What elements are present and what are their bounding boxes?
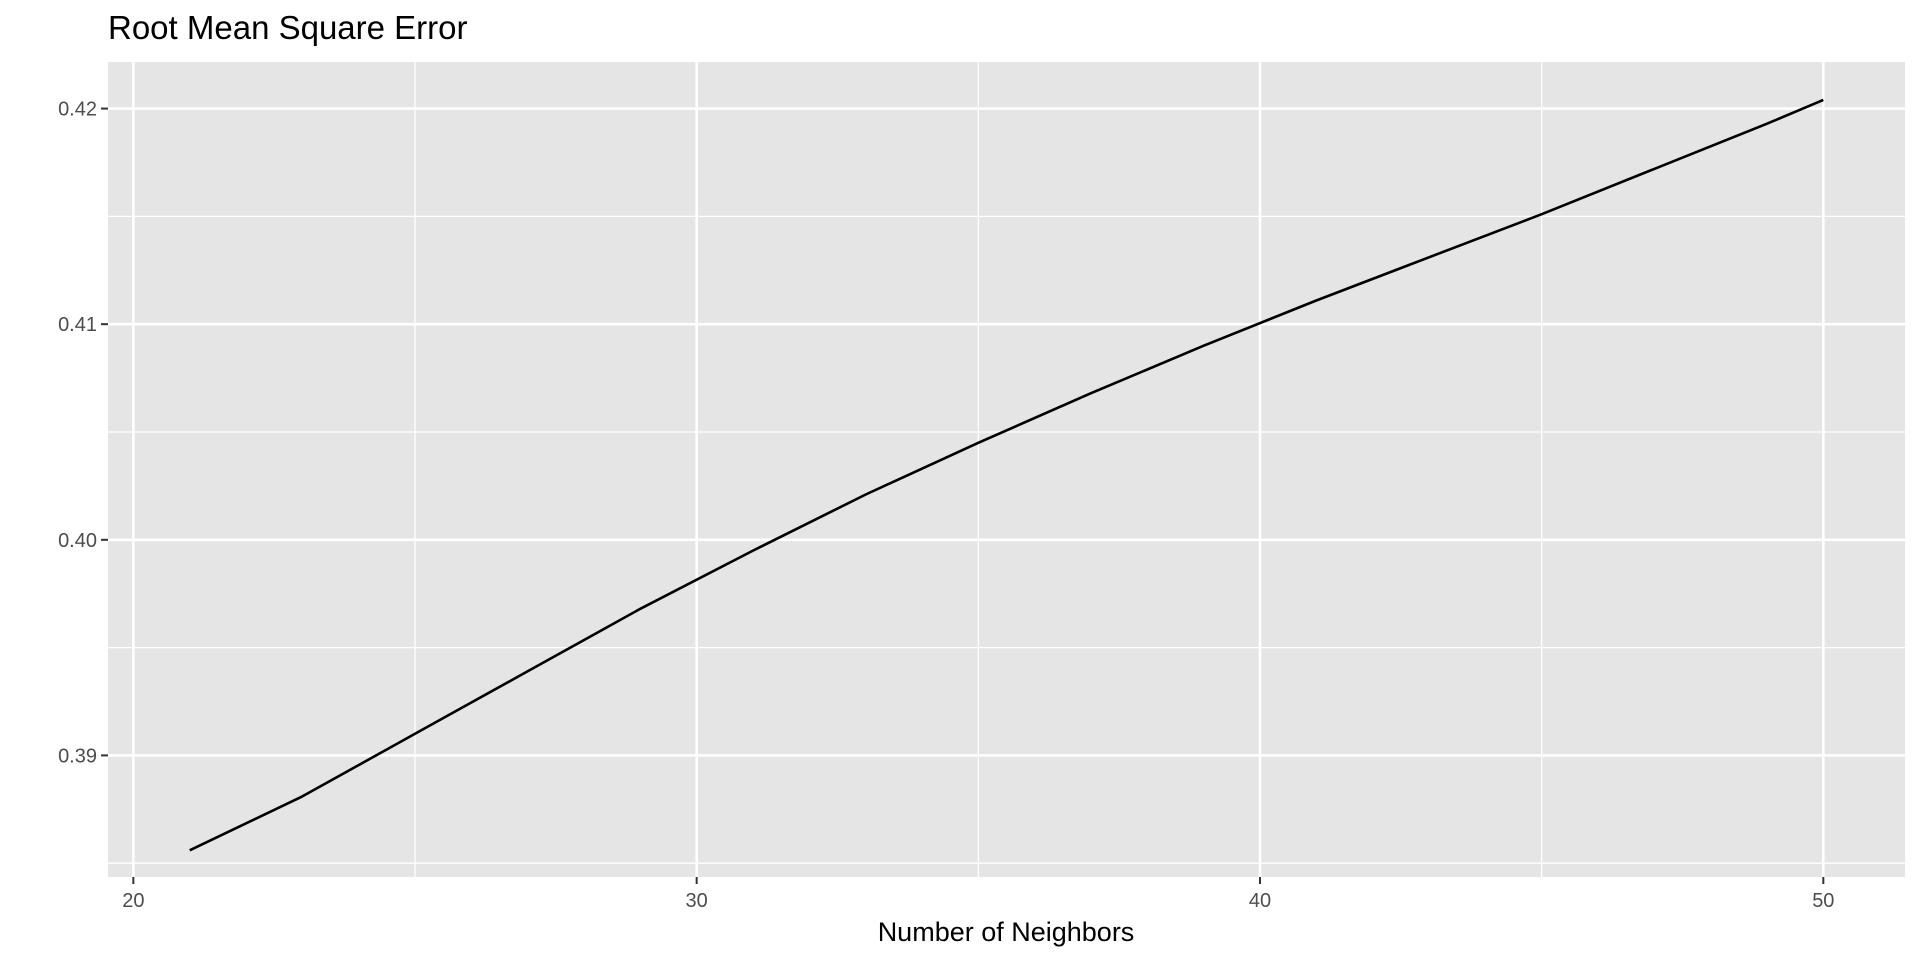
minor-gridlines — [108, 62, 1905, 877]
y-axis: 0.39 0.40 0.41 0.42 — [58, 99, 108, 767]
x-axis-title: Number of Neighbors — [878, 917, 1135, 947]
x-axis: 20 30 40 50 — [122, 877, 1834, 912]
plot-panel — [108, 62, 1905, 877]
x-tick-label: 50 — [1812, 890, 1834, 912]
y-tick-label: 0.39 — [58, 745, 97, 767]
y-tick-label: 0.41 — [58, 314, 97, 336]
y-tick-label: 0.42 — [58, 99, 97, 121]
chart-title: Root Mean Square Error — [108, 9, 468, 46]
series-layer — [189, 98, 1824, 852]
x-tick-label: 20 — [122, 890, 144, 912]
series-line — [189, 98, 1824, 852]
x-tick-label: 40 — [1249, 890, 1271, 912]
x-tick-label: 30 — [686, 890, 708, 912]
major-gridlines — [108, 62, 1905, 877]
y-tick-label: 0.40 — [58, 530, 97, 552]
